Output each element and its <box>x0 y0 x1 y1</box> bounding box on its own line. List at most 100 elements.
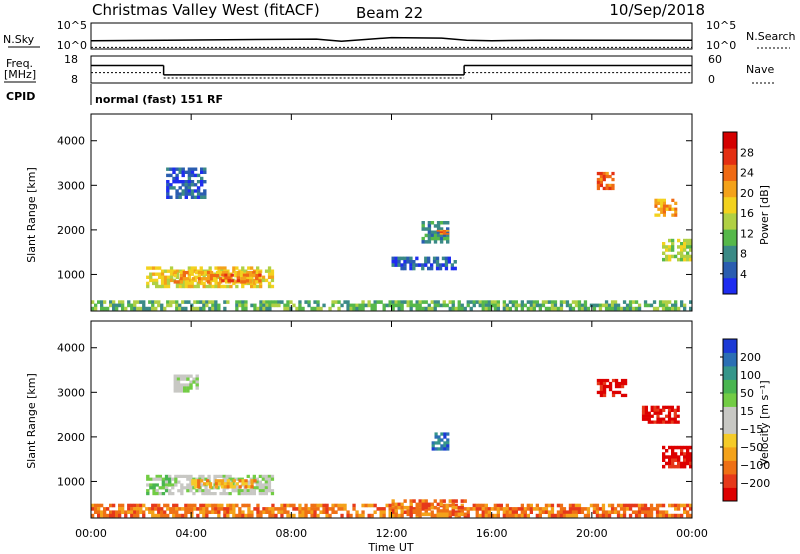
data-cell <box>197 485 201 489</box>
data-cell <box>442 229 447 232</box>
data-cell <box>252 486 256 490</box>
data-cell <box>187 503 191 508</box>
data-cell <box>175 284 180 289</box>
data-cell <box>268 510 272 514</box>
data-cell <box>508 507 512 511</box>
colorbar-tick-label: 4 <box>740 268 747 281</box>
data-cell <box>164 486 169 490</box>
data-cell <box>610 503 615 508</box>
data-cell <box>562 510 567 514</box>
data-cell <box>418 513 422 518</box>
data-cell <box>217 284 221 289</box>
data-cell <box>222 277 226 281</box>
data-cell <box>148 510 152 514</box>
data-cell <box>197 270 202 275</box>
data-cell <box>443 441 447 445</box>
data-cell <box>160 269 165 273</box>
data-cell <box>217 513 221 518</box>
data-cell <box>203 167 207 171</box>
data-cell <box>496 510 500 514</box>
data-cell <box>421 502 425 507</box>
data-cell <box>226 503 230 508</box>
data-cell <box>313 306 317 311</box>
data-cell <box>186 383 190 387</box>
data-cell <box>231 489 235 493</box>
data-cell <box>280 513 284 518</box>
data-cell <box>245 279 250 283</box>
data-cell <box>538 507 542 511</box>
data-cell <box>382 507 386 511</box>
data-cell <box>671 464 675 469</box>
data-cell <box>316 513 320 518</box>
data-cell <box>187 176 192 181</box>
data-cell <box>346 510 350 514</box>
data-cell <box>613 306 618 311</box>
data-cell <box>625 503 630 508</box>
data-cell <box>451 300 455 304</box>
data-cell <box>620 378 625 383</box>
data-cell <box>253 284 257 289</box>
data-cell <box>163 284 168 289</box>
data-cell <box>201 474 205 478</box>
data-cell <box>379 507 383 511</box>
data-cell <box>614 384 619 389</box>
data-cell <box>192 492 196 496</box>
data-cell <box>667 417 672 421</box>
data-cell <box>660 210 664 214</box>
data-cell <box>434 435 438 439</box>
data-cell <box>657 198 661 202</box>
data-cell <box>175 306 179 311</box>
data-cell <box>665 254 669 259</box>
data-cell <box>118 507 122 511</box>
data-cell <box>343 300 347 304</box>
data-cell <box>646 513 651 518</box>
data-cell <box>261 486 265 490</box>
data-cell <box>94 306 98 311</box>
data-cell <box>602 384 607 389</box>
y-tick-label: 3000 <box>57 386 85 399</box>
data-cell <box>184 195 188 199</box>
data-cell <box>225 474 229 478</box>
data-cell <box>209 274 214 278</box>
data-cell <box>259 306 263 311</box>
data-cell <box>493 503 497 508</box>
data-cell <box>568 306 573 311</box>
data-cell <box>670 420 674 424</box>
data-cell <box>155 474 159 478</box>
data-cell <box>437 447 441 451</box>
data-cell <box>255 274 259 278</box>
data-cell <box>181 306 185 311</box>
data-cell <box>646 510 651 514</box>
data-cell <box>427 221 432 225</box>
data-cell <box>490 507 494 511</box>
data-cell <box>550 306 555 311</box>
data-cell <box>264 278 269 283</box>
data-cell <box>166 284 171 289</box>
data-cell <box>208 306 212 311</box>
data-cell <box>188 270 192 275</box>
data-cell <box>232 507 236 511</box>
data-cell <box>391 303 395 308</box>
data-cell <box>286 513 290 518</box>
data-cell <box>304 510 308 514</box>
data-cell <box>662 204 666 208</box>
data-cell <box>599 393 604 398</box>
data-cell <box>270 474 275 478</box>
data-cell <box>199 306 203 311</box>
data-cell <box>616 303 621 308</box>
data-cell <box>435 266 440 271</box>
data-cell <box>145 507 149 511</box>
data-cell <box>157 303 161 308</box>
data-cell <box>415 303 419 308</box>
data-cell <box>421 300 425 304</box>
data-cell <box>424 505 428 510</box>
data-cell <box>689 445 693 450</box>
data-cell <box>325 507 329 511</box>
data-cell <box>268 306 272 311</box>
data-cell <box>397 513 401 518</box>
data-cell <box>657 213 661 217</box>
data-cell <box>176 280 180 284</box>
data-cell <box>460 503 464 508</box>
data-cell <box>157 507 161 511</box>
data-cell <box>442 300 446 304</box>
